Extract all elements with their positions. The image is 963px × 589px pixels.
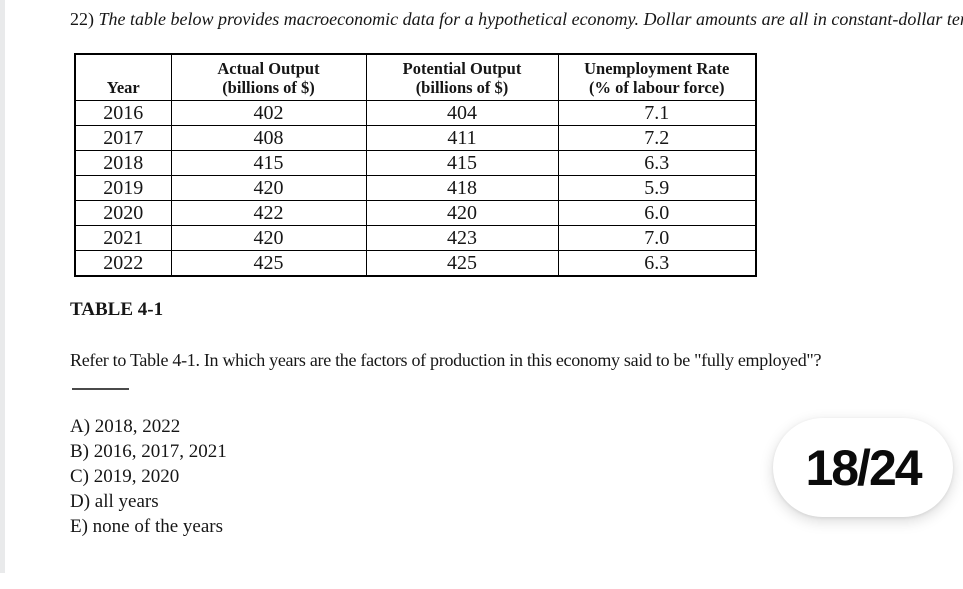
header-line: Actual Output [217,59,320,78]
table-cell: 2019 [74,175,172,201]
table-cell: 6.3 [557,250,757,277]
macro-data-table: Year Actual Output (billions of $) Poten… [74,53,757,277]
table-row: 2021 420 423 7.0 [74,225,757,251]
table-cell: 408 [170,125,367,151]
table-row: 2019 420 418 5.9 [74,175,757,201]
table-header-year: Year [74,53,172,101]
table-cell: 415 [170,150,367,176]
table-row: 2016 402 404 7.1 [74,100,757,126]
question-stem: 22) The table below provides macroeconom… [70,8,963,31]
option-b: B) 2016, 2017, 2021 [70,441,227,462]
table-cell: 402 [170,100,367,126]
table-cell: 2021 [74,225,172,251]
question-text: Refer to Table 4-1. In which years are t… [70,350,822,370]
table-cell: 5.9 [557,175,757,201]
table-row: 2017 408 411 7.2 [74,125,757,151]
progress-badge-text: 18/24 [805,439,922,496]
answer-options-list: A) 2018, 2022 B) 2016, 2017, 2021 C) 201… [70,414,227,539]
table-cell: 418 [365,175,559,201]
table-cell: 2020 [74,200,172,226]
table-cell: 425 [365,250,559,277]
progress-badge: 18/24 [773,418,953,517]
header-line: Unemployment Rate [584,59,730,78]
option-a: A) 2018, 2022 [70,416,181,437]
option-c: C) 2019, 2020 [70,466,180,487]
option-d: D) all years [70,491,159,512]
question-number: 22) [70,9,94,29]
table-cell: 422 [170,200,367,226]
table-cell: 404 [365,100,559,126]
header-line: Potential Output [402,59,522,78]
answer-blank-line [72,388,129,390]
header-line: Year [106,78,140,97]
table-cell: 2018 [74,150,172,176]
option-e: E) none of the years [70,516,223,537]
scrollbar-track[interactable] [0,0,5,573]
table-cell: 411 [365,125,559,151]
table-cell: 7.1 [557,100,757,126]
table-cell: 2022 [74,250,172,277]
table-header-potential-output: Potential Output (billions of $) [365,53,559,101]
table-cell: 6.0 [557,200,757,226]
table-cell: 415 [365,150,559,176]
table-cell: 2017 [74,125,172,151]
table-cell: 420 [365,200,559,226]
table-header-unemployment-rate: Unemployment Rate (% of labour force) [557,53,757,101]
question-stem-text: The table below provides macroeconomic d… [98,9,963,29]
table-row: 2020 422 420 6.0 [74,200,757,226]
table-row: 2022 425 425 6.3 [74,250,757,277]
header-line: (% of labour force) [589,78,725,97]
table-cell: 7.0 [557,225,757,251]
table-header-actual-output: Actual Output (billions of $) [170,53,367,101]
table-cell: 425 [170,250,367,277]
table-cell: 6.3 [557,150,757,176]
table-label: TABLE 4-1 [70,299,164,320]
table-row: 2018 415 415 6.3 [74,150,757,176]
table-header-row: Year Actual Output (billions of $) Poten… [74,53,757,101]
table-cell: 420 [170,175,367,201]
header-line: (billions of $) [415,78,509,97]
table-cell: 420 [170,225,367,251]
table-cell: 7.2 [557,125,757,151]
table-cell: 423 [365,225,559,251]
header-line: (billions of $) [222,78,315,97]
table-cell: 2016 [74,100,172,126]
